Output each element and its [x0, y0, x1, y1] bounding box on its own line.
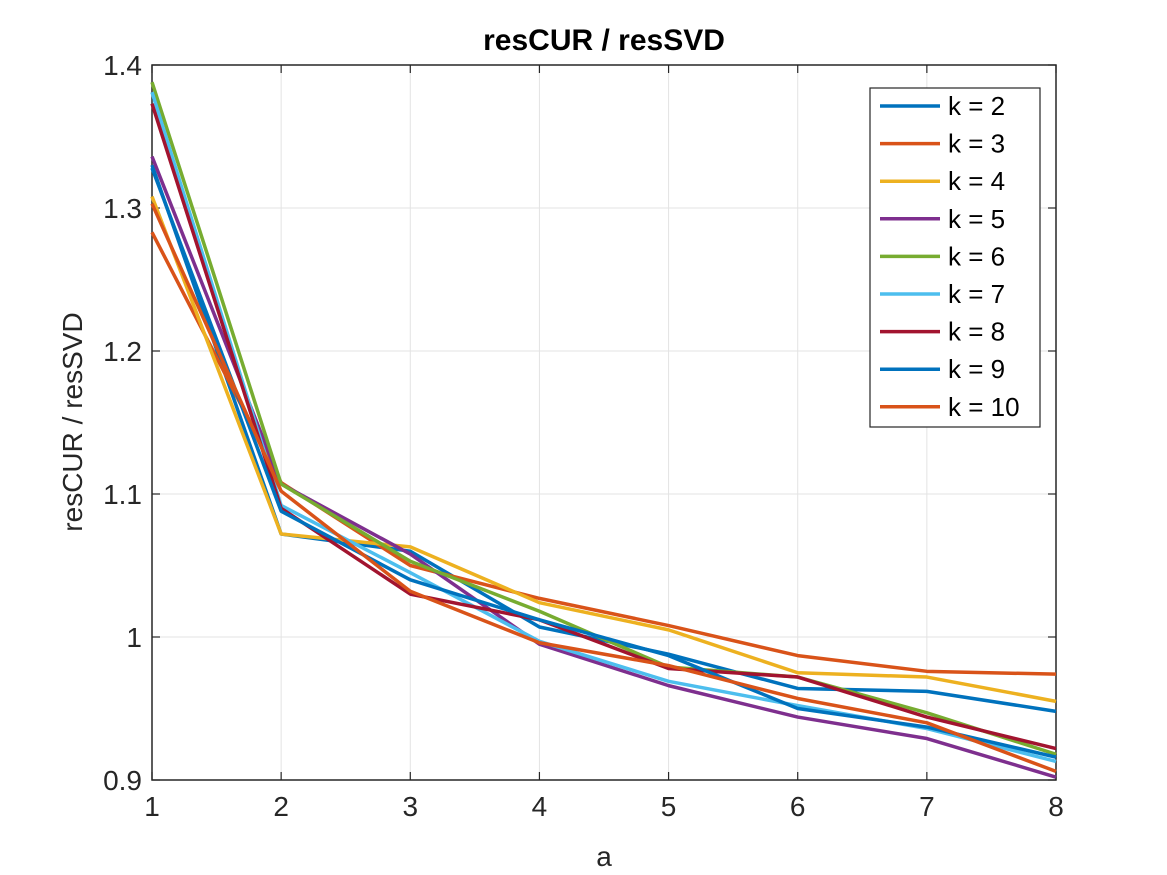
series-line-9	[150, 202, 1057, 774]
y-tick-label: 1.2	[103, 336, 142, 367]
legend-label-8: k = 9	[948, 354, 1005, 384]
legend-label-6: k = 7	[948, 279, 1005, 309]
legend-label-9: k = 10	[948, 392, 1020, 422]
y-axis-label: resCUR / resSVD	[57, 312, 88, 531]
legend-label-4: k = 5	[948, 204, 1005, 234]
series-line-8	[150, 167, 1057, 759]
legend-label-2: k = 3	[948, 129, 1005, 159]
x-tick-label: 8	[1048, 791, 1064, 822]
legend-label-7: k = 8	[948, 317, 1005, 347]
y-tick-label: 0.9	[103, 765, 142, 796]
x-tick-label: 2	[273, 791, 289, 822]
legend: k = 2 k = 3 k = 4 k = 5 k = 6 k = 7 k = 8 k = 9…	[869, 87, 1041, 428]
legend-label-1: k = 2	[948, 91, 1005, 121]
legend-label-3: k = 4	[948, 166, 1005, 196]
y-tick-label: 1.4	[103, 50, 142, 81]
plot-area-frame	[151, 64, 1057, 781]
legend-label-5: k = 6	[948, 241, 1005, 271]
x-tick-label: 6	[790, 791, 806, 822]
series-lines	[150, 81, 1057, 779]
x-axis-label: a	[596, 841, 612, 872]
y-tick-label: 1.1	[103, 479, 142, 510]
axis-ticks: 1 2 3 4 5 6 7 80.911.11.21.31.4	[103, 50, 1064, 822]
y-tick-label: 1.3	[103, 193, 142, 224]
x-tick-label: 1	[144, 791, 160, 822]
x-tick-label: 7	[919, 791, 935, 822]
x-tick-label: 3	[402, 791, 418, 822]
series-line-3	[150, 195, 1057, 704]
x-tick-label: 5	[661, 791, 677, 822]
x-tick-label: 4	[532, 791, 548, 822]
y-tick-label: 1	[126, 622, 142, 653]
chart-title: resCUR / resSVD	[483, 24, 725, 57]
legend-items: k = 2 k = 3 k = 4 k = 5 k = 6 k = 7 k = 8 k = 9…	[880, 91, 1020, 422]
